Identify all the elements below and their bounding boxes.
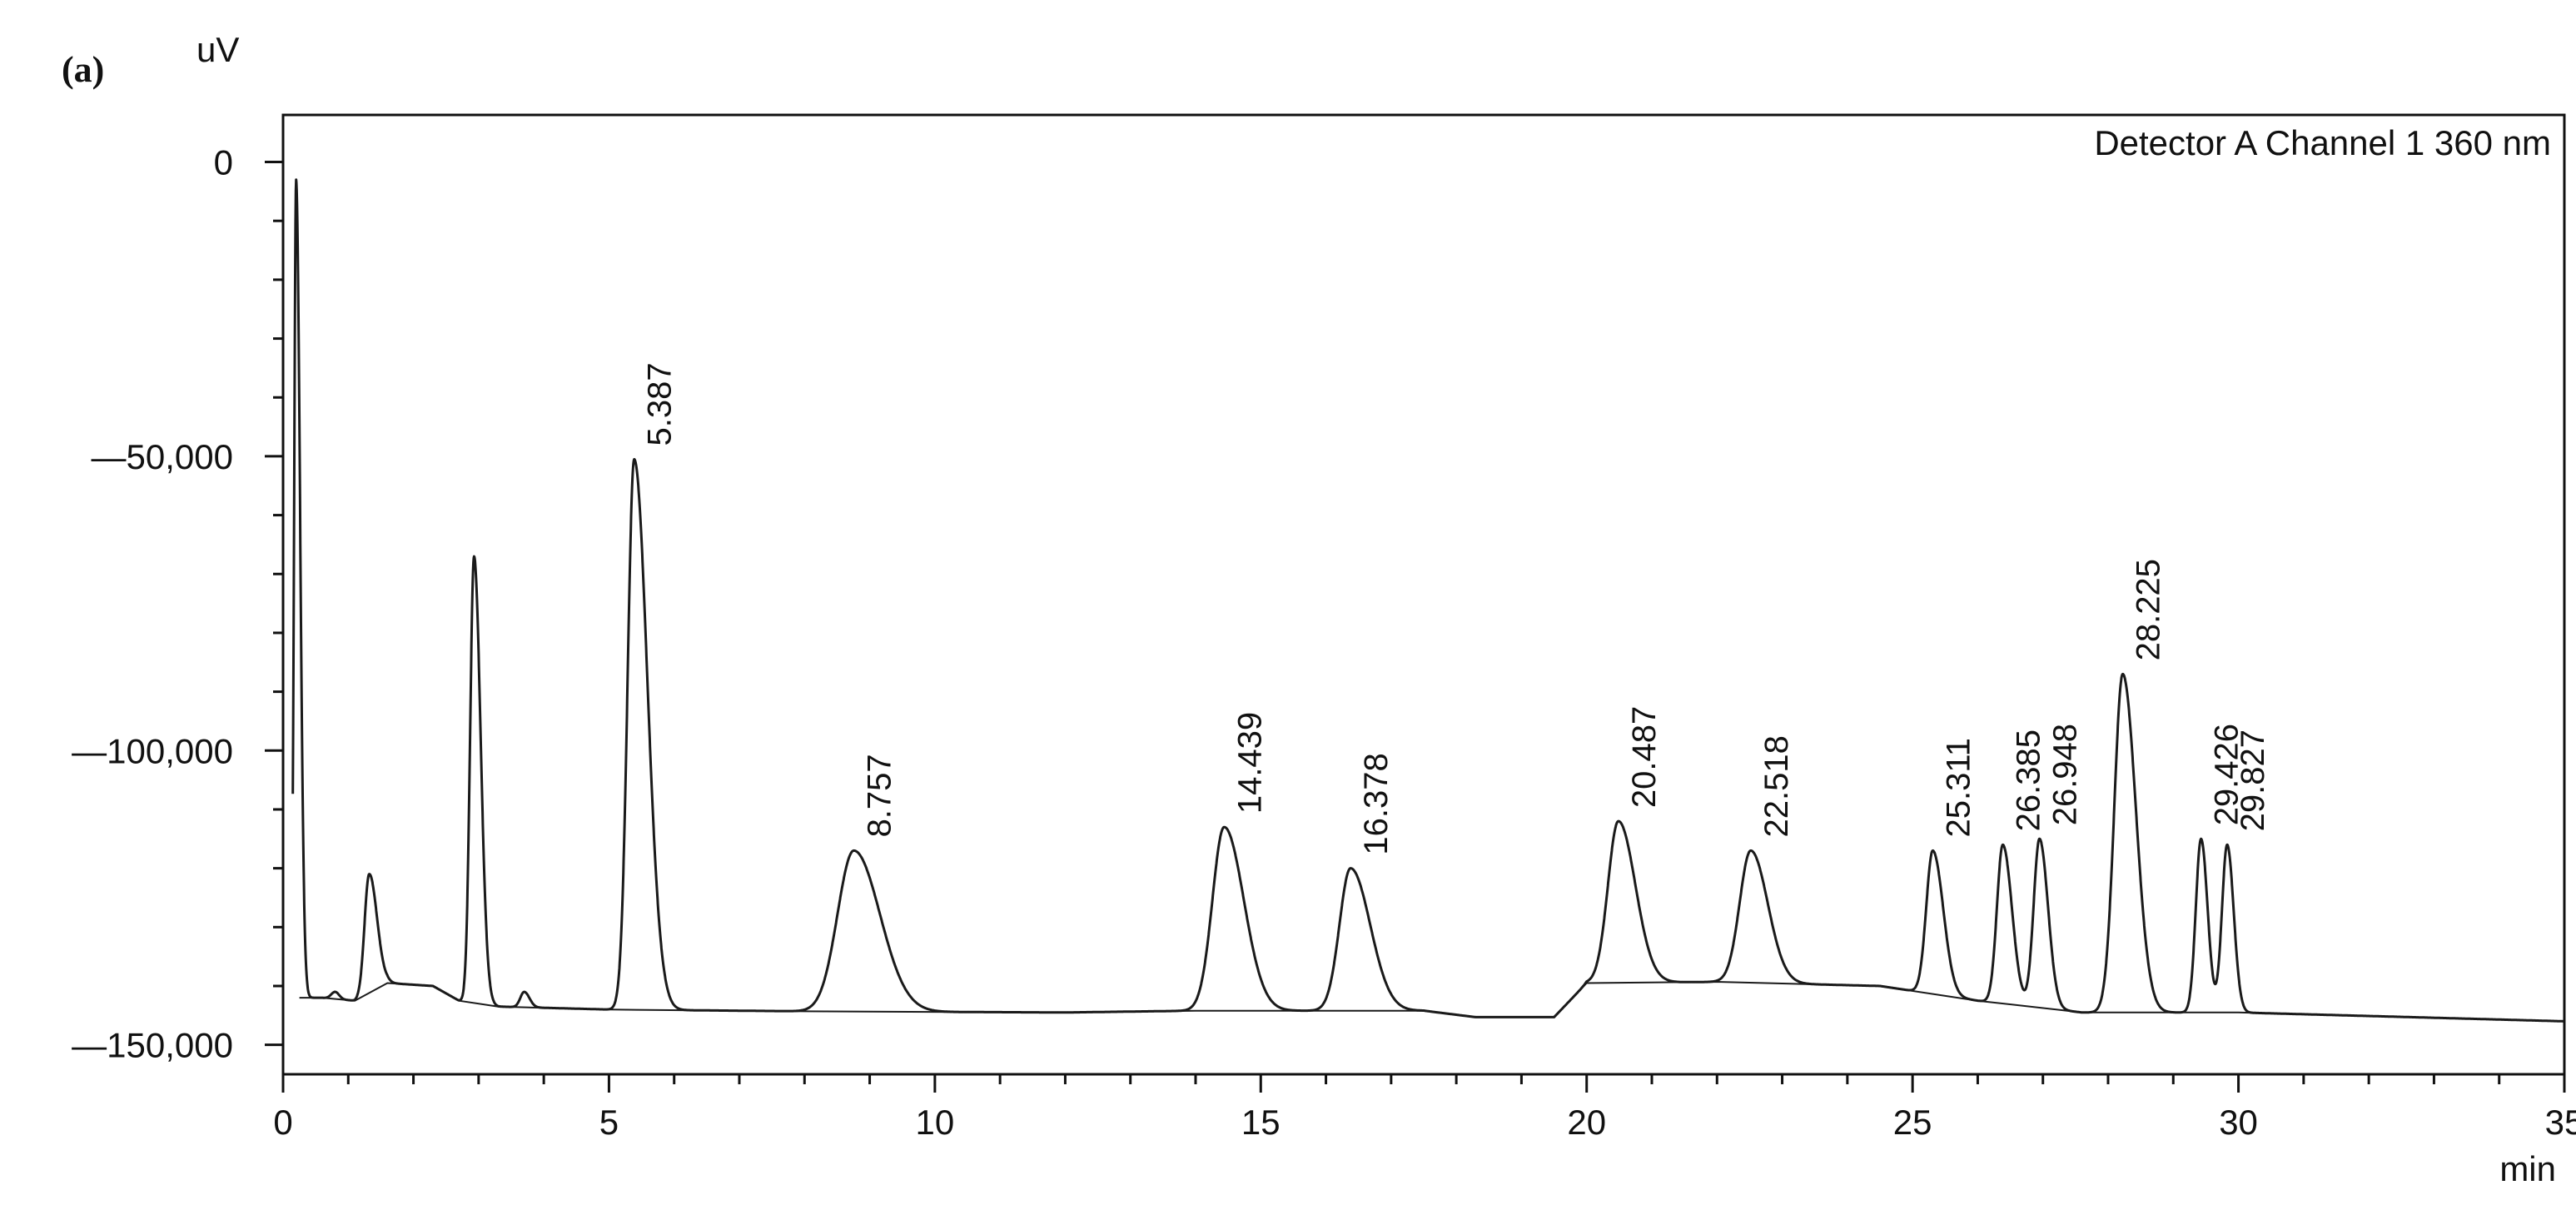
x-tick-label: 10: [915, 1103, 954, 1142]
x-tick-label: 20: [1567, 1103, 1606, 1142]
x-tick-label: 30: [2219, 1103, 2258, 1142]
legend-label: Detector A Channel 1 360 nm: [2094, 123, 2551, 162]
peak-label: 26.948: [2047, 724, 2084, 825]
x-tick-label: 15: [1241, 1103, 1281, 1142]
y-tick-label: —100,000: [72, 731, 233, 770]
x-tick-label: 25: [1893, 1103, 1932, 1142]
x-axis-label: min: [2499, 1149, 2556, 1188]
y-axis-label: uV: [196, 30, 239, 69]
peak-label: 26.385: [2011, 730, 2047, 831]
y-tick-label: 0: [214, 143, 233, 182]
peak-label: 8.757: [862, 754, 898, 837]
x-tick-label: 0: [273, 1103, 292, 1142]
peak-label: 22.518: [1758, 735, 1795, 837]
peak-label: 14.439: [1231, 712, 1268, 814]
peak-label: 5.387: [642, 362, 679, 446]
peak-label: 16.378: [1358, 753, 1395, 854]
y-tick-label: —150,000: [72, 1026, 233, 1065]
y-tick-label: —50,000: [92, 437, 233, 476]
peak-label: 29.827: [2235, 730, 2271, 831]
x-tick-label: 5: [599, 1103, 619, 1142]
panel-label: (a): [62, 49, 104, 90]
x-tick-label: 35: [2545, 1103, 2576, 1142]
peak-label: 25.311: [1940, 738, 1977, 837]
peak-label: 20.487: [1626, 706, 1663, 808]
peak-label: 28.225: [2131, 559, 2167, 660]
